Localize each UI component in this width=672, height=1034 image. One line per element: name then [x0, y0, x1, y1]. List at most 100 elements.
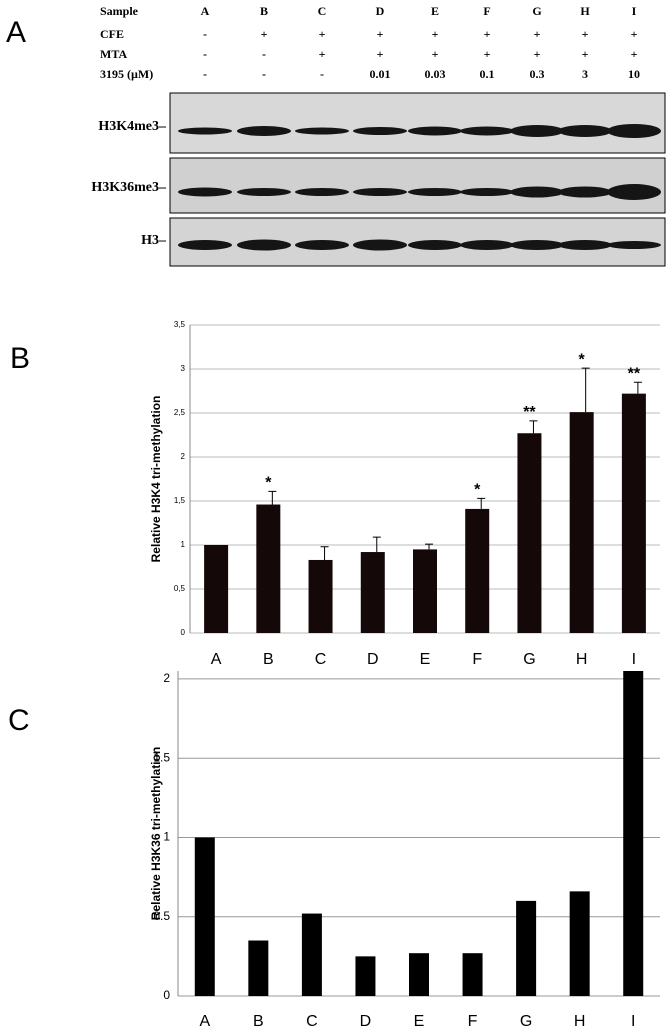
- band: [510, 186, 564, 198]
- cell: E: [431, 4, 439, 18]
- bar: [301, 913, 322, 996]
- panel-letter: C: [8, 704, 30, 737]
- x-tick-label: H: [576, 651, 588, 668]
- cell: +: [484, 27, 491, 41]
- x-tick-label: F: [468, 1013, 478, 1030]
- blot-label: H3K36me3–: [91, 180, 167, 195]
- x-tick-label: E: [420, 651, 431, 668]
- cell: -: [320, 67, 324, 81]
- x-tick-label: F: [472, 651, 482, 668]
- y-tick-label: 1,5: [174, 496, 186, 505]
- cell: H: [580, 4, 590, 18]
- band: [295, 127, 349, 135]
- bar: [517, 433, 542, 633]
- bar: [569, 412, 594, 633]
- error-bar: [633, 381, 642, 394]
- band: [558, 125, 612, 137]
- bar: [308, 559, 333, 633]
- cell: G: [532, 4, 541, 18]
- bar: [465, 508, 490, 633]
- y-tick-label: 0,5: [174, 584, 186, 593]
- panel-letter: B: [10, 342, 30, 375]
- cell: +: [432, 47, 439, 61]
- cell: D: [376, 4, 385, 18]
- band: [607, 184, 661, 200]
- cell: +: [631, 47, 638, 61]
- cell: +: [261, 27, 268, 41]
- band: [460, 188, 514, 196]
- significance-label: *: [265, 475, 272, 492]
- band: [178, 240, 232, 250]
- band: [178, 187, 232, 197]
- significance-label: *: [579, 351, 586, 368]
- cell: 0.3: [530, 67, 545, 81]
- row-label: CFE: [100, 27, 124, 41]
- band: [607, 241, 661, 249]
- blot-frame: [169, 157, 666, 214]
- x-tick-label: C: [315, 651, 327, 668]
- x-tick-label: H: [574, 1013, 586, 1030]
- y-tick-label: 1.5: [153, 750, 170, 764]
- significance-label: *: [474, 482, 481, 499]
- cell: 3: [582, 67, 588, 81]
- bar: [413, 549, 437, 633]
- band: [408, 126, 462, 136]
- error-bar: [425, 543, 433, 550]
- cell: F: [483, 4, 490, 18]
- y-tick-label: 0.5: [153, 909, 170, 923]
- bar: [462, 953, 483, 996]
- cell: C: [318, 4, 327, 18]
- x-tick-label: B: [253, 1013, 264, 1030]
- bar: [248, 940, 269, 996]
- blot-label: H3K4me3–: [98, 119, 167, 134]
- cell: 10: [628, 67, 640, 81]
- cell: +: [534, 27, 541, 41]
- y-tick-label: 0: [163, 988, 170, 1002]
- cell: +: [582, 47, 589, 61]
- error-bar: [477, 497, 486, 509]
- bar: [623, 671, 644, 996]
- cell: +: [534, 47, 541, 61]
- cell: +: [582, 27, 589, 41]
- y-axis-label: Relative H3K36 tri-methylation: [149, 747, 163, 920]
- band: [237, 239, 291, 251]
- cell: -: [262, 47, 266, 61]
- panel-letter: A: [6, 16, 26, 49]
- band: [178, 127, 232, 135]
- x-tick-label: I: [631, 1013, 635, 1030]
- bar: [256, 504, 281, 633]
- row-label: Sample: [100, 4, 139, 18]
- blot-label: H3–: [141, 233, 167, 248]
- cell: 0.03: [425, 67, 446, 81]
- bar: [194, 837, 215, 996]
- band: [408, 240, 462, 250]
- cell: 0.1: [480, 67, 495, 81]
- y-tick-label: 0: [181, 628, 186, 637]
- cell: I: [632, 4, 637, 18]
- y-tick-label: 1: [181, 540, 186, 549]
- y-tick-label: 3,5: [174, 320, 186, 329]
- cell: -: [203, 67, 207, 81]
- x-tick-label: A: [199, 1013, 210, 1030]
- x-tick-label: G: [523, 651, 535, 668]
- bar: [409, 953, 429, 996]
- bar: [204, 545, 229, 633]
- y-axis-label: Relative H3K4 tri-methylation: [149, 396, 163, 563]
- cell: +: [377, 27, 384, 41]
- x-tick-label: A: [211, 651, 222, 668]
- y-tick-label: 1: [163, 830, 170, 844]
- cell: -: [203, 47, 207, 61]
- cell: -: [203, 27, 207, 41]
- y-tick-label: 2: [181, 452, 186, 461]
- band: [460, 126, 514, 136]
- band: [510, 240, 564, 250]
- cell: +: [484, 47, 491, 61]
- band: [237, 126, 291, 136]
- cell: 0.01: [370, 67, 391, 81]
- cell: A: [201, 4, 210, 18]
- x-tick-label: D: [360, 1013, 372, 1030]
- cell: -: [262, 67, 266, 81]
- band: [558, 186, 612, 198]
- band: [353, 127, 407, 135]
